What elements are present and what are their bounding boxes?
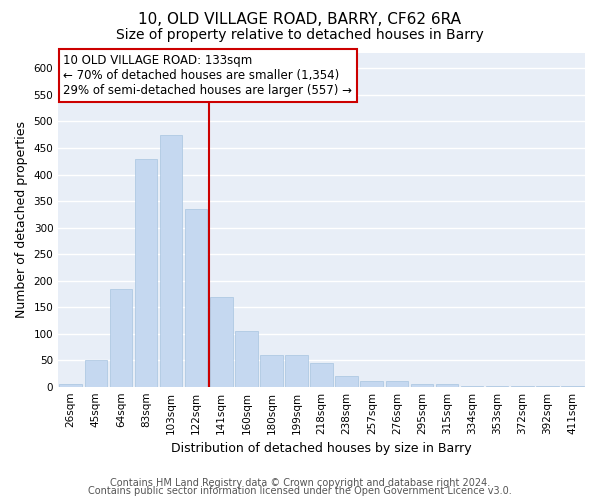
Text: Contains public sector information licensed under the Open Government Licence v3: Contains public sector information licen… xyxy=(88,486,512,496)
Bar xyxy=(410,384,433,386)
Bar xyxy=(134,158,157,386)
Bar xyxy=(210,296,233,386)
Bar xyxy=(386,382,408,386)
Text: 10, OLD VILLAGE ROAD, BARRY, CF62 6RA: 10, OLD VILLAGE ROAD, BARRY, CF62 6RA xyxy=(139,12,461,28)
Text: 10 OLD VILLAGE ROAD: 133sqm
← 70% of detached houses are smaller (1,354)
29% of : 10 OLD VILLAGE ROAD: 133sqm ← 70% of det… xyxy=(64,54,352,97)
Bar xyxy=(185,209,208,386)
Bar xyxy=(436,384,458,386)
Bar xyxy=(335,376,358,386)
Bar xyxy=(260,355,283,386)
Bar xyxy=(310,363,333,386)
Text: Size of property relative to detached houses in Barry: Size of property relative to detached ho… xyxy=(116,28,484,42)
Text: Contains HM Land Registry data © Crown copyright and database right 2024.: Contains HM Land Registry data © Crown c… xyxy=(110,478,490,488)
Bar xyxy=(85,360,107,386)
Bar xyxy=(235,331,257,386)
Bar xyxy=(160,134,182,386)
Bar xyxy=(59,384,82,386)
Y-axis label: Number of detached properties: Number of detached properties xyxy=(15,121,28,318)
Bar xyxy=(285,355,308,386)
Bar xyxy=(361,382,383,386)
X-axis label: Distribution of detached houses by size in Barry: Distribution of detached houses by size … xyxy=(171,442,472,455)
Bar xyxy=(110,288,132,386)
